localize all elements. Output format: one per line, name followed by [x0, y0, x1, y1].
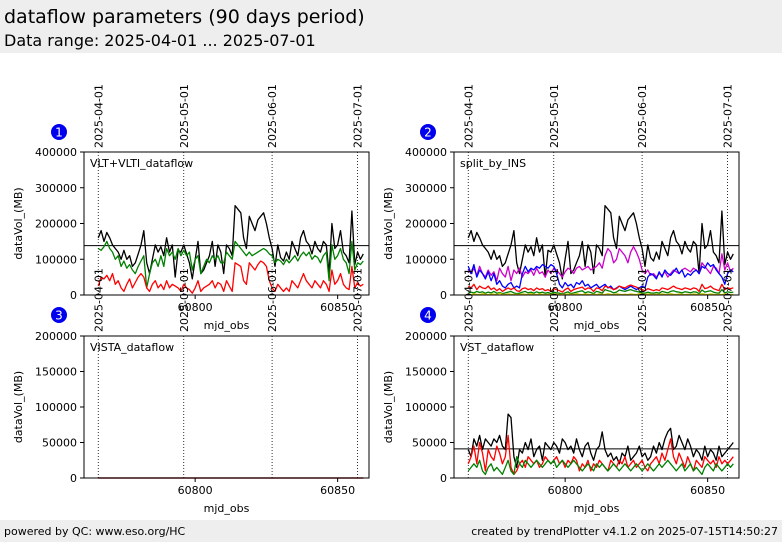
date-marker-label: 2025-05-01	[548, 268, 561, 332]
panel-badge	[420, 124, 436, 140]
date-marker-label: 2025-06-01	[266, 268, 279, 332]
series-line-3	[97, 260, 364, 294]
series-line-2	[97, 240, 364, 289]
chart-panel-2: 2 2025-04-01 2025-05-01 2025-06-01 2025-07-0…	[382, 84, 740, 332]
panel-badge-label: 1	[55, 126, 63, 140]
x-tick-label: 60800	[548, 484, 583, 497]
header-bar: dataflow parameters (90 days period) Dat…	[0, 0, 782, 53]
page-title: dataflow parameters (90 days period)	[4, 6, 365, 28]
date-marker-label: 2025-04-01	[462, 268, 475, 332]
y-tick-label: 300000	[405, 182, 447, 195]
x-tick-label: 60800	[178, 301, 213, 314]
axes-frame	[83, 151, 370, 296]
y-axis-label: dataVol_(MB)	[12, 371, 25, 443]
panel-badge	[51, 124, 67, 140]
y-axis-label: dataVol_(MB)	[382, 187, 395, 259]
axes-frame	[83, 335, 370, 479]
chart-panel-1: 1 2025-04-01 2025-05-01 2025-06-01 2025-07-0…	[12, 84, 370, 332]
y-tick-label: 200000	[405, 330, 447, 343]
y-tick-label: 50000	[42, 437, 77, 450]
series-line-1	[97, 204, 364, 280]
date-marker-label: 2025-04-01	[462, 84, 475, 148]
date-marker-label: 2025-07-01	[722, 84, 735, 148]
panel-badge	[51, 307, 67, 323]
x-tick-label: 60850	[320, 484, 355, 497]
series-line-2	[467, 246, 734, 282]
date-marker-label: 2025-05-01	[178, 268, 191, 332]
date-marker-label: 2025-05-01	[548, 84, 561, 148]
panel-annotation: VISTA_dataflow	[90, 341, 174, 354]
series-line-4	[467, 283, 734, 293]
date-marker-label: 2025-04-01	[92, 268, 105, 332]
series-line-3	[467, 262, 734, 291]
y-tick-label: 400000	[35, 146, 77, 159]
series-line-1	[467, 204, 734, 280]
date-marker-label: 2025-06-01	[636, 268, 649, 332]
series-line-2	[467, 434, 734, 476]
date-marker-label: 2025-07-01	[722, 268, 735, 332]
date-marker-label: 2025-04-01	[92, 84, 105, 148]
y-tick-label: 50000	[412, 437, 447, 450]
x-axis-label: mjd_obs	[204, 502, 250, 515]
x-tick-label: 60850	[690, 301, 725, 314]
footer-credit: powered by QC: www.eso.org/HC	[4, 525, 186, 538]
y-axis-label: dataVol_(MB)	[12, 187, 25, 259]
y-tick-label: 100000	[405, 401, 447, 414]
y-tick-label: 150000	[35, 366, 77, 379]
panel-badge-label: 4	[424, 309, 432, 323]
y-tick-label: 0	[70, 472, 77, 485]
date-marker-label: 2025-06-01	[636, 84, 649, 148]
y-tick-label: 150000	[405, 366, 447, 379]
x-tick-label: 60850	[690, 484, 725, 497]
axes-frame	[453, 335, 740, 479]
chart-panel-4: 4 2025-04-01 2025-05-01 2025-06-01 2025-07-0…	[382, 268, 740, 515]
y-axis-label: dataVol_(MB)	[382, 371, 395, 443]
x-tick-label: 60800	[548, 301, 583, 314]
x-tick-label: 60850	[320, 301, 355, 314]
y-tick-label: 100000	[405, 253, 447, 266]
y-tick-label: 200000	[35, 330, 77, 343]
y-tick-label: 200000	[405, 218, 447, 231]
series-line-3	[467, 456, 734, 476]
date-marker-label: 2025-07-01	[352, 84, 365, 148]
date-marker-label: 2025-05-01	[178, 84, 191, 148]
footer-generator: created by trendPlotter v4.1.2 on 2025-0…	[471, 525, 778, 538]
series-line-6	[468, 292, 734, 296]
y-tick-label: 0	[440, 289, 447, 302]
y-tick-label: 200000	[35, 218, 77, 231]
series-line-5	[468, 288, 734, 295]
y-tick-label: 0	[440, 472, 447, 485]
y-tick-label: 0	[70, 289, 77, 302]
x-tick-label: 60800	[178, 484, 213, 497]
date-marker-label: 2025-07-01	[352, 268, 365, 332]
y-tick-label: 300000	[35, 182, 77, 195]
date-marker-label: 2025-06-01	[266, 84, 279, 148]
y-tick-label: 100000	[35, 401, 77, 414]
panel-annotation: VLT+VLTI_dataflow	[90, 157, 193, 170]
footer-bar: powered by QC: www.eso.org/HC created by…	[0, 520, 782, 542]
panel-badge-label: 3	[55, 309, 63, 323]
panel-badge-label: 2	[424, 126, 432, 140]
y-tick-label: 400000	[405, 146, 447, 159]
x-axis-label: mjd_obs	[204, 319, 250, 332]
panel-annotation: split_by_INS	[460, 157, 526, 170]
data-range-subtitle: Data range: 2025-04-01 ... 2025-07-01	[4, 31, 316, 50]
series-line-1	[467, 413, 734, 469]
x-axis-label: mjd_obs	[574, 319, 620, 332]
axes-frame	[453, 151, 740, 296]
x-axis-label: mjd_obs	[574, 502, 620, 515]
y-tick-label: 100000	[35, 253, 77, 266]
panel-annotation: VST_dataflow	[460, 341, 534, 354]
chart-panel-3: 3 2025-04-01 2025-05-01 2025-06-01 2025-07-0…	[12, 268, 370, 515]
panel-badge	[420, 307, 436, 323]
